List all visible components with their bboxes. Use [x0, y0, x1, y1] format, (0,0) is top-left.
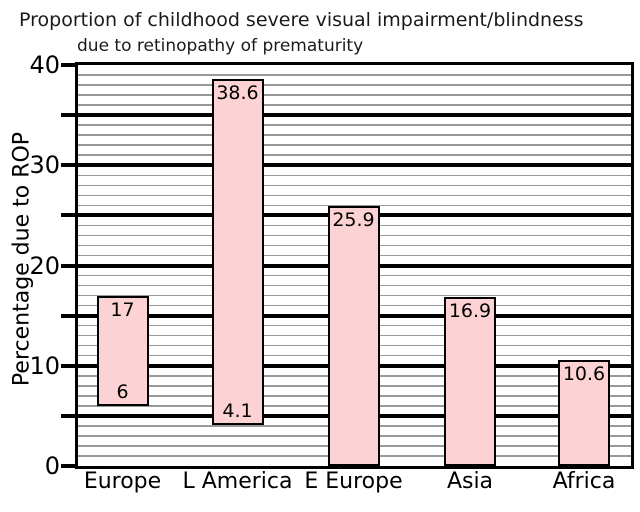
y-tick-mark: [61, 313, 75, 318]
bar-value-high: 10.6: [562, 362, 606, 385]
x-tick-label-europe: Europe: [83, 469, 162, 494]
minor-gridline: [78, 124, 631, 126]
minor-gridline: [78, 104, 631, 106]
bar-asia: 16.9: [444, 296, 496, 466]
minor-gridline: [78, 144, 631, 146]
minor-gridline: [78, 134, 631, 136]
major-gridline: [78, 163, 631, 168]
y-tick-mark: [61, 363, 75, 368]
y-tick-label: 10: [29, 351, 60, 380]
bar-value-high: 16.9: [448, 299, 492, 322]
y-tick-mark: [61, 213, 75, 218]
minor-gridline: [78, 204, 631, 207]
y-tick-mark: [61, 163, 75, 168]
x-tick-label-africa: Africa: [552, 469, 616, 494]
bar-value-low: 4.1: [222, 399, 253, 422]
bar-value-high: 25.9: [332, 209, 375, 232]
y-tick-label: 20: [29, 251, 60, 280]
x-tick-label-l-america: L America: [182, 469, 293, 494]
bar-africa: 10.6: [558, 359, 610, 466]
minor-gridline: [78, 74, 631, 76]
minor-gridline: [78, 194, 631, 197]
plot-area: 17 6 38.6 4.1 25.9 16.9 10.6: [75, 62, 634, 469]
bar-europe: 17 6: [96, 295, 149, 406]
major-gridline: [78, 113, 631, 118]
bar-l-america: 38.6 4.1: [211, 79, 264, 425]
minor-gridline: [78, 84, 631, 86]
y-tick-mark: [61, 63, 75, 67]
y-tick-label: 40: [29, 51, 60, 79]
y-tick-label: 0: [44, 452, 60, 480]
y-tick-mark: [61, 263, 75, 268]
bar-value-low: 6: [116, 380, 129, 403]
y-tick-mark: [61, 464, 75, 468]
minor-gridline: [78, 184, 631, 187]
chart-title: Proportion of childhood severe visual im…: [19, 9, 584, 31]
x-tick-label-asia: Asia: [446, 469, 494, 494]
minor-gridline: [78, 94, 631, 96]
y-tick-label: 30: [29, 151, 60, 180]
bar-e-europe: 25.9: [327, 206, 380, 466]
bar-value-high: 17: [110, 298, 135, 321]
chart-subtitle: due to retinopathy of prematurity: [77, 36, 364, 56]
x-tick-label-e-europe: E Europe: [304, 469, 403, 494]
y-tick-mark: [61, 113, 75, 118]
bar-value-high: 38.6: [216, 82, 259, 105]
y-tick-mark: [61, 413, 75, 418]
minor-gridline: [78, 174, 631, 177]
minor-gridline: [78, 154, 631, 156]
